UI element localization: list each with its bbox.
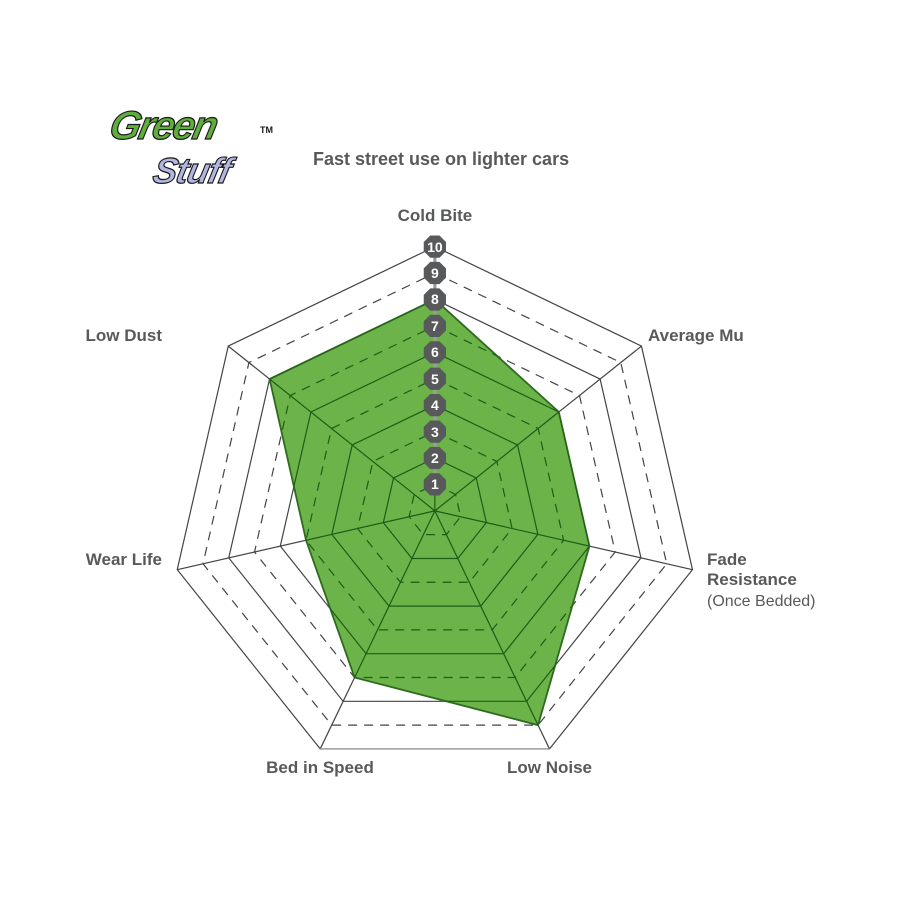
svg-text:Stuff: Stuff [150, 150, 240, 191]
svg-text:Green: Green [106, 102, 222, 147]
svg-text:TM: TM [260, 125, 273, 135]
